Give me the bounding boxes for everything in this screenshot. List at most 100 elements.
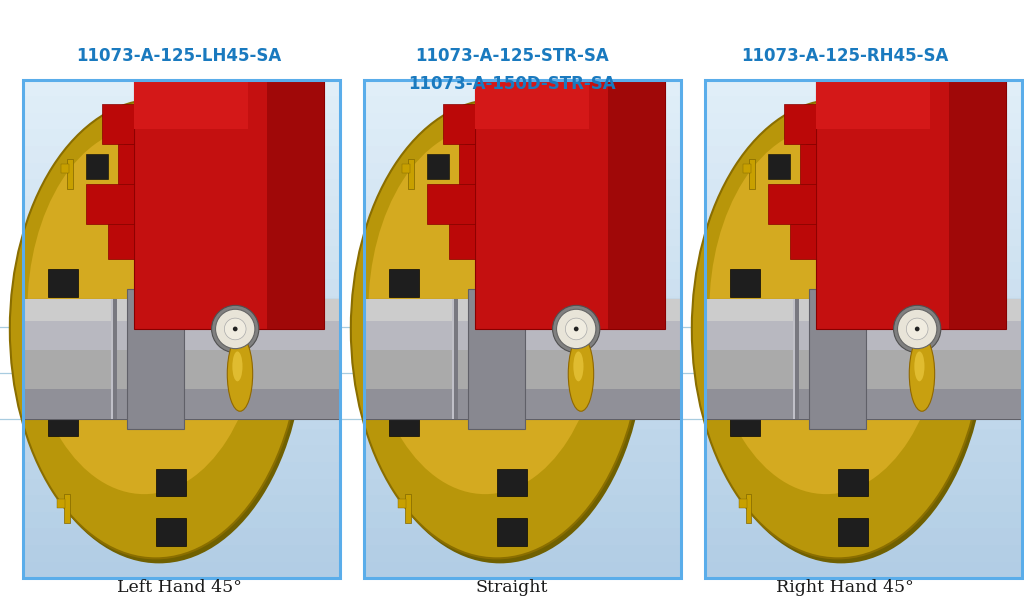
Circle shape [897,309,937,349]
Polygon shape [364,479,681,496]
FancyBboxPatch shape [156,299,158,419]
Polygon shape [23,296,340,313]
Polygon shape [364,129,681,147]
Polygon shape [705,428,1022,446]
Polygon shape [364,212,681,230]
FancyBboxPatch shape [608,80,665,329]
FancyBboxPatch shape [133,80,248,129]
FancyBboxPatch shape [364,321,681,351]
FancyBboxPatch shape [364,299,681,419]
FancyBboxPatch shape [57,499,66,507]
Polygon shape [364,362,681,380]
FancyBboxPatch shape [497,518,527,546]
Text: Straight: Straight [476,579,548,596]
Polygon shape [705,80,1022,97]
Polygon shape [364,545,681,562]
Polygon shape [364,462,681,480]
Circle shape [906,318,928,340]
FancyBboxPatch shape [156,469,186,496]
Polygon shape [705,113,1022,130]
Circle shape [215,309,255,349]
Polygon shape [705,229,1022,247]
Polygon shape [705,312,1022,330]
Polygon shape [23,329,340,346]
Polygon shape [23,362,340,380]
Polygon shape [364,346,681,363]
Polygon shape [705,545,1022,562]
FancyBboxPatch shape [742,165,751,173]
FancyBboxPatch shape [267,80,324,329]
Polygon shape [705,446,1022,463]
FancyBboxPatch shape [109,224,133,259]
FancyBboxPatch shape [127,289,184,428]
Circle shape [573,327,579,331]
Polygon shape [705,163,1022,181]
FancyBboxPatch shape [23,299,340,321]
Ellipse shape [124,278,188,379]
Ellipse shape [136,299,175,359]
FancyBboxPatch shape [768,154,791,179]
Polygon shape [364,495,681,513]
FancyBboxPatch shape [497,469,527,496]
FancyBboxPatch shape [63,493,70,523]
Polygon shape [364,179,681,197]
FancyBboxPatch shape [459,144,474,184]
FancyBboxPatch shape [398,499,407,507]
Polygon shape [364,263,681,280]
FancyBboxPatch shape [201,144,222,170]
FancyBboxPatch shape [497,299,503,419]
Text: 11073-A-125-RH45-SA: 11073-A-125-RH45-SA [741,47,948,65]
Polygon shape [705,129,1022,147]
FancyBboxPatch shape [102,105,133,144]
FancyBboxPatch shape [67,159,73,189]
Ellipse shape [369,127,602,494]
FancyBboxPatch shape [838,299,840,419]
Ellipse shape [354,105,646,564]
Polygon shape [23,462,340,480]
Polygon shape [705,196,1022,214]
FancyBboxPatch shape [86,184,133,224]
Text: 11073-A-125-STR-SA: 11073-A-125-STR-SA [415,47,609,65]
FancyBboxPatch shape [468,289,525,428]
Polygon shape [23,528,340,546]
FancyBboxPatch shape [838,518,868,546]
FancyBboxPatch shape [133,80,324,329]
Polygon shape [705,279,1022,297]
Polygon shape [364,163,681,181]
FancyBboxPatch shape [542,144,563,170]
Polygon shape [705,512,1022,529]
FancyBboxPatch shape [389,269,419,297]
Circle shape [556,309,596,349]
FancyBboxPatch shape [364,299,681,321]
Polygon shape [364,379,681,397]
Polygon shape [23,279,340,297]
Ellipse shape [10,100,302,558]
FancyBboxPatch shape [474,80,666,329]
FancyBboxPatch shape [450,224,474,259]
Polygon shape [364,80,681,97]
Polygon shape [705,263,1022,280]
Polygon shape [364,528,681,546]
Circle shape [212,305,259,353]
Polygon shape [23,346,340,363]
FancyBboxPatch shape [705,299,1022,321]
FancyBboxPatch shape [442,105,475,144]
FancyBboxPatch shape [401,165,410,173]
FancyBboxPatch shape [745,493,752,523]
Polygon shape [705,96,1022,114]
FancyBboxPatch shape [112,299,114,419]
Text: Right Hand 45°: Right Hand 45° [776,579,913,596]
Polygon shape [705,329,1022,346]
FancyBboxPatch shape [784,105,815,144]
Ellipse shape [806,278,870,379]
Polygon shape [364,562,681,580]
Polygon shape [705,146,1022,163]
Polygon shape [705,179,1022,197]
Ellipse shape [568,337,594,411]
Polygon shape [23,545,340,562]
Polygon shape [705,462,1022,480]
Polygon shape [23,229,340,247]
Polygon shape [23,562,340,580]
FancyBboxPatch shape [815,80,930,129]
Polygon shape [705,246,1022,263]
